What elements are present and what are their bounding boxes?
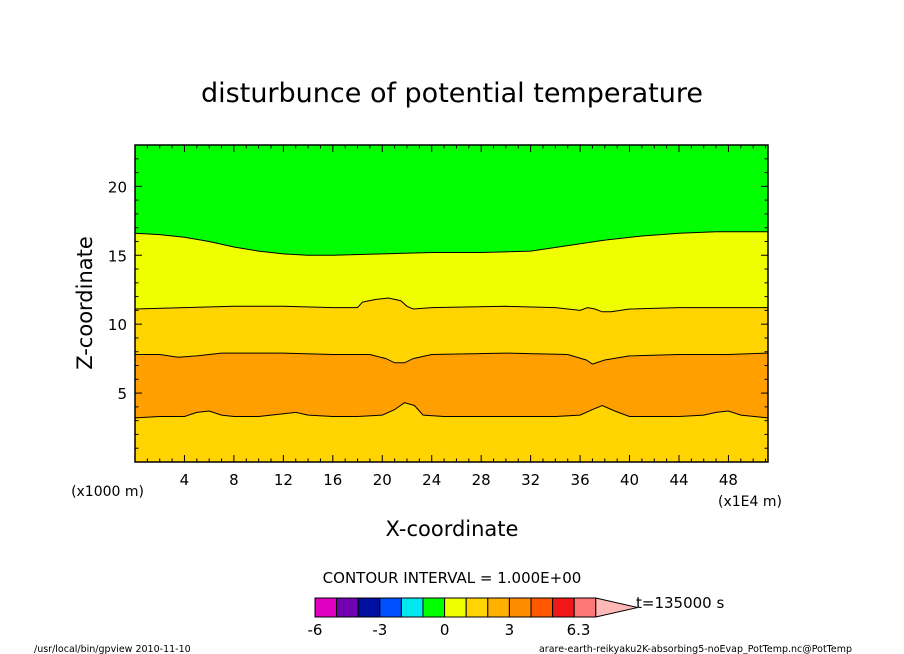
plot-frame (134, 144, 769, 463)
y-tick-label: 5 (117, 385, 127, 403)
x-tick-label: 12 (274, 471, 293, 489)
colorbar-swatch (573, 597, 597, 618)
x-tick-label: 4 (180, 471, 190, 489)
x-tick-label: 16 (323, 471, 342, 489)
footer-right: arare-earth-reikyaku2K-absorbing5-noEvap… (539, 644, 852, 654)
x-tick-label: 28 (472, 471, 491, 489)
footer-left: /usr/local/bin/gpview 2010-11-10 (34, 644, 191, 654)
contour-band (135, 402, 768, 462)
x-tick-label: 32 (521, 471, 540, 489)
contour-interval-label: CONTOUR INTERVAL = 1.000E+00 (323, 569, 582, 587)
colorbar-swatch (530, 597, 554, 618)
y-tick-label: 15 (108, 247, 127, 265)
contour-band (135, 353, 768, 418)
y-axis-ticks: 5 10 15 20 (108, 158, 768, 449)
x-tick-label: 44 (669, 471, 688, 489)
colorbar-swatch (508, 597, 532, 618)
y-axis-label: Z-coordinate (73, 236, 97, 370)
colorbar-swatch (465, 597, 489, 618)
colorbar-swatch (314, 597, 338, 618)
colorbar-swatch (487, 597, 510, 618)
y-tick-label: 20 (108, 178, 127, 196)
colorbar-swatch (552, 597, 575, 618)
colorbar-tick-label: 3 (505, 621, 515, 639)
contour-line (135, 231, 768, 256)
colorbar-extend-arrow (595, 597, 638, 618)
colorbar-tick-label: 0 (440, 621, 450, 639)
colorbar-swatch (357, 597, 381, 618)
x-unit-label: (x1E4 m) (718, 494, 782, 510)
colorbar-swatch (379, 597, 402, 618)
x-tick-label: 36 (571, 471, 590, 489)
colorbar: -6 -3 0 3 6.3 (308, 597, 638, 639)
y-unit-label: (x1000 m) (71, 484, 144, 500)
x-tick-label: 40 (620, 471, 639, 489)
contour-lines (135, 231, 768, 419)
contour-line (135, 297, 768, 313)
time-label: t=135000 s (636, 594, 724, 612)
contour-band (135, 298, 768, 365)
contour-line (135, 402, 768, 419)
colorbar-tick-label: -3 (372, 621, 387, 639)
colorbar-swatch (444, 597, 467, 618)
contour-band (135, 145, 768, 256)
colorbar-swatch (400, 597, 424, 618)
chart-title: disturbunce of potential temperature (201, 78, 703, 109)
x-tick-label: 48 (719, 471, 738, 489)
colorbar-tick-label: 6.3 (567, 621, 591, 639)
colorbar-swatch (422, 597, 446, 618)
x-tick-label: 8 (229, 471, 239, 489)
x-tick-label: 20 (373, 471, 392, 489)
y-tick-label: 10 (108, 316, 127, 334)
contour-fill-bands (135, 145, 768, 462)
contour-line (135, 352, 768, 365)
colorbar-swatch (336, 597, 359, 618)
contour-band (135, 231, 768, 312)
x-axis-label: X-coordinate (386, 517, 519, 541)
colorbar-tick-label: -6 (308, 621, 323, 639)
x-axis-ticks: 4 8 12 16 20 24 28 32 36 40 44 48 (146, 145, 767, 489)
x-tick-label: 24 (422, 471, 441, 489)
